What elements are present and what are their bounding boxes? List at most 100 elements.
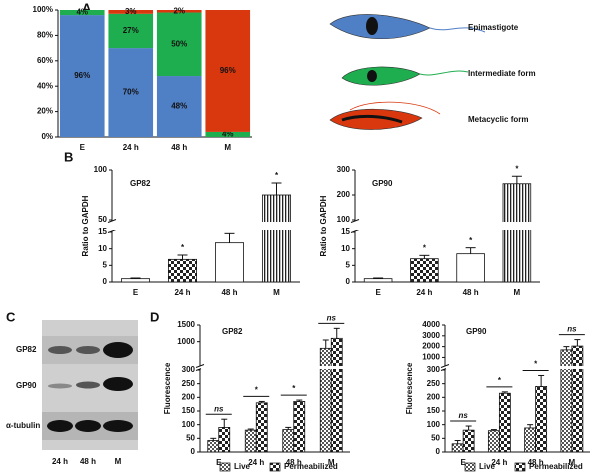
bar <box>451 443 464 453</box>
y-tick-label: 20% <box>37 107 53 116</box>
comparison-label: * <box>292 384 296 393</box>
y-tick-label: 1000 <box>177 337 195 346</box>
bar <box>207 440 220 453</box>
bar-segment <box>108 10 154 14</box>
x-tick-label: 48 h <box>221 288 237 297</box>
axis-break <box>196 366 204 369</box>
x-tick-label: M <box>514 288 521 297</box>
data-label: 4% <box>76 8 88 17</box>
western-blot <box>42 320 138 450</box>
panel-label: A <box>82 0 92 15</box>
axis-break-gap <box>201 366 351 369</box>
x-tick-label: 48 h <box>528 458 544 467</box>
x-tick-label: E <box>80 143 86 152</box>
y-tick-label: 100 <box>337 215 351 224</box>
x-tick-label: 24 h <box>248 458 264 467</box>
data-label: 70% <box>123 88 139 97</box>
data-label: 96% <box>74 71 90 80</box>
y-tick-label: 3000 <box>422 331 440 340</box>
y-tick-label: 100% <box>33 5 53 14</box>
comparison-label: * <box>255 386 259 395</box>
chart-title: GP90 <box>372 179 393 188</box>
bar-segment <box>205 131 251 137</box>
legend-swatch <box>269 462 281 472</box>
bar <box>319 347 332 453</box>
x-tick-label: 24 h <box>416 288 432 297</box>
bar-segment <box>156 76 202 137</box>
y-tick-label: 0 <box>346 277 351 286</box>
x-tick-label: M <box>224 143 231 152</box>
axis-break <box>351 221 359 231</box>
legend-swatch <box>464 462 476 472</box>
y-tick-label: 80% <box>37 31 53 40</box>
bar <box>498 392 511 453</box>
bar <box>167 258 197 283</box>
y-tick-label: 10 <box>98 244 107 253</box>
bar <box>410 258 439 283</box>
y-tick-label: 50 <box>186 433 195 442</box>
x-tick-label: E <box>460 458 466 467</box>
y-tick-label: 0 <box>436 447 441 456</box>
data-label: 2% <box>173 6 185 15</box>
panel-label: D <box>150 309 159 324</box>
bar <box>244 429 257 453</box>
data-label: 48% <box>171 102 187 111</box>
bar <box>218 426 231 453</box>
comparison-label: * <box>498 376 502 385</box>
blot-row-label: GP90 <box>16 381 37 390</box>
bar <box>571 345 584 453</box>
legend-label: Intermediate form <box>468 69 536 78</box>
significance-marker: * <box>515 164 519 173</box>
bar <box>560 349 573 453</box>
bar <box>535 385 548 453</box>
panel-label: B <box>64 149 73 164</box>
panel-label: C <box>6 309 16 324</box>
y-tick-label: 50 <box>431 433 440 442</box>
significance-marker: * <box>469 236 473 245</box>
axis-break-mark <box>107 219 117 223</box>
x-tick-label: 48 h <box>286 458 302 467</box>
cell-drawing <box>329 14 486 130</box>
x-tick-label: E <box>133 288 139 297</box>
bar-segment <box>59 15 105 137</box>
y-tick-label: 1000 <box>422 353 440 362</box>
y-tick-label: 40% <box>37 81 53 90</box>
chart-title: GP82 <box>130 179 151 188</box>
axis-break <box>108 221 116 231</box>
significance-marker: * <box>181 243 185 252</box>
x-tick-label: M <box>569 458 576 467</box>
significance-marker: * <box>275 171 279 180</box>
data-label: 3% <box>125 7 137 16</box>
y-tick-label: 250 <box>427 379 441 388</box>
x-tick-label: 48 h <box>463 288 479 297</box>
blot-row-label: α-tubulin <box>6 421 40 430</box>
y-tick-label: 100 <box>94 165 108 174</box>
comparison-label: ns <box>567 325 577 334</box>
x-tick-label: 24 h <box>174 288 190 297</box>
bar <box>462 429 475 453</box>
y-tick-label: 5 <box>346 260 351 269</box>
axis-break-mark <box>440 364 450 368</box>
y-tick-label: 100 <box>182 420 196 429</box>
blot-lane-label: M <box>115 457 122 466</box>
y-tick-label: 0 <box>191 447 196 456</box>
axis-break-mark <box>350 219 360 223</box>
chart-title: GP90 <box>466 327 487 336</box>
bar <box>261 194 291 283</box>
legend-label: Live <box>234 462 251 471</box>
bar <box>330 337 343 453</box>
y-tick-label: 100 <box>427 420 441 429</box>
blot-row-label: GP82 <box>16 345 37 354</box>
x-tick-label: 48 h <box>171 143 187 152</box>
bar-segment <box>205 10 251 132</box>
y-tick-label: 150 <box>427 406 441 415</box>
y-tick-label: 60% <box>37 56 53 65</box>
bar <box>456 253 485 283</box>
data-label: 27% <box>123 26 139 35</box>
y-tick-label: 300 <box>337 165 351 174</box>
bar-segment <box>108 48 154 137</box>
bar <box>363 278 393 283</box>
bar-segment <box>156 12 202 77</box>
data-label: 50% <box>171 39 187 48</box>
